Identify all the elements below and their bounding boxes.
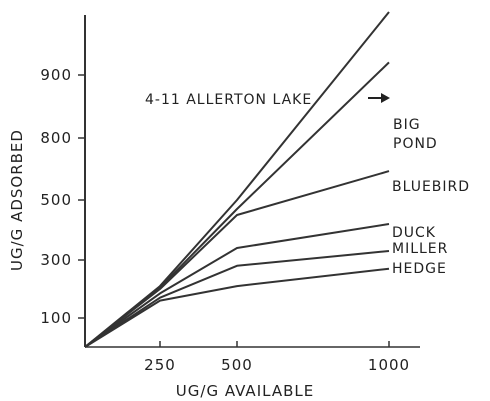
series-line-bluebird [84, 170, 390, 348]
allerton-lake-pointer-arrow-icon [381, 93, 390, 103]
axes [84, 15, 420, 348]
series-label-miller: MILLER [392, 241, 448, 257]
series-label-duck: DUCK [392, 225, 436, 241]
y-ticks: 100 300 500 800 900 [40, 66, 85, 327]
series-label-big-pond-line-2: POND [393, 136, 438, 152]
x-tick-label-1000: 1000 [368, 356, 410, 374]
y-tick-label-800: 800 [40, 129, 72, 147]
y-tick-label-300: 300 [40, 251, 72, 269]
x-ticks: 250 500 1000 [144, 341, 410, 374]
series-lines [84, 11, 390, 348]
series-line-duck [84, 223, 390, 348]
series-labels: 4-11 ALLERTON LAKE BIG POND BLUEBIRD DUC… [145, 92, 470, 277]
series-label-allerton-lake: 4-11 ALLERTON LAKE [145, 92, 312, 108]
y-axis-label: UG/G ADSORBED [8, 129, 26, 271]
series-label-big-pond-line-1: BIG [393, 117, 421, 133]
series-label-big-pond: BIG POND [393, 117, 438, 152]
series-label-bluebird: BLUEBIRD [392, 179, 470, 195]
y-tick-label-500: 500 [40, 191, 72, 209]
y-tick-label-100: 100 [40, 309, 72, 327]
x-tick-label-500: 500 [221, 356, 253, 374]
series-label-hedge: HEDGE [392, 261, 447, 277]
series-line-miller [84, 250, 390, 348]
x-tick-label-250: 250 [144, 356, 176, 374]
series-line-4-11-allerton-lake [84, 11, 390, 348]
y-tick-label-900: 900 [40, 66, 72, 84]
x-axis-label: UG/G AVAILABLE [176, 382, 314, 400]
series-line-hedge [84, 267, 390, 348]
